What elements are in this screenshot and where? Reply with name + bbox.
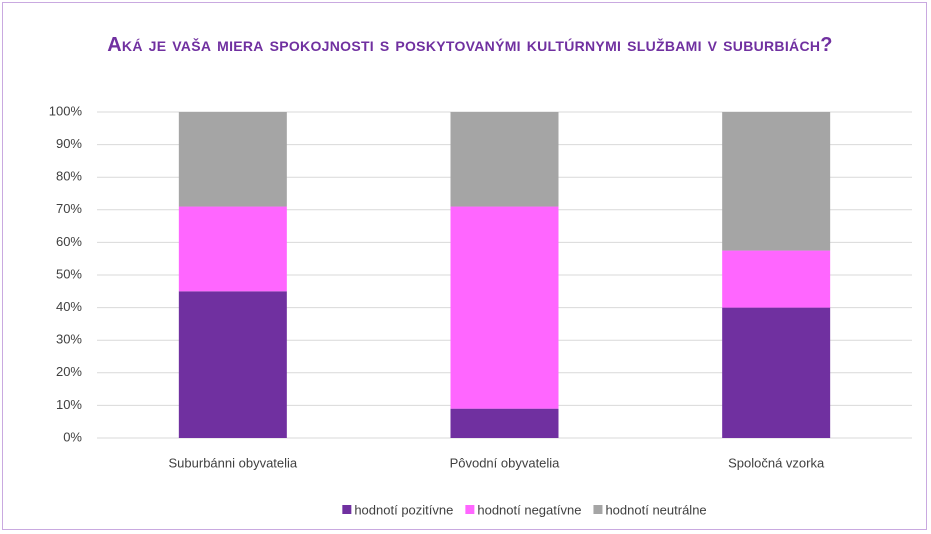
y-tick-label: 0%	[63, 429, 82, 444]
y-tick-label: 50%	[56, 266, 82, 281]
x-tick-label: Pôvodní obyvatelia	[450, 455, 561, 470]
legend-swatch	[342, 505, 352, 514]
bar-segment	[450, 206, 559, 409]
y-tick-label: 20%	[56, 364, 82, 379]
y-tick-label: 10%	[56, 397, 82, 412]
bar-segment	[722, 112, 831, 251]
y-tick-label: 80%	[56, 169, 82, 184]
y-tick-label: 100%	[49, 103, 83, 118]
x-tick-label: Suburbánni obyvatelia	[169, 455, 298, 470]
y-tick-label: 70%	[56, 201, 82, 216]
bar-segment	[450, 112, 559, 207]
legend-label: hodnotí negatívne	[477, 502, 581, 517]
y-tick-label: 60%	[56, 234, 82, 249]
legend-label: hodnotí neutrálne	[605, 502, 706, 517]
bar-segment	[178, 112, 287, 207]
bar-segment	[450, 408, 559, 438]
y-tick-label: 30%	[56, 332, 82, 347]
legend-swatch	[593, 505, 603, 514]
chart-title: Aká je vaša miera spokojnosti s poskytov…	[107, 34, 833, 56]
y-tick-label: 40%	[56, 299, 82, 314]
bar-segment	[722, 250, 831, 308]
legend-label: hodnotí pozitívne	[354, 502, 453, 517]
bar-segment	[178, 291, 287, 438]
legend-swatch	[465, 505, 475, 514]
bar-segment	[178, 206, 287, 292]
bar-segment	[722, 307, 831, 438]
x-tick-label: Spoločná vzorka	[728, 455, 825, 470]
y-tick-label: 90%	[56, 136, 82, 151]
